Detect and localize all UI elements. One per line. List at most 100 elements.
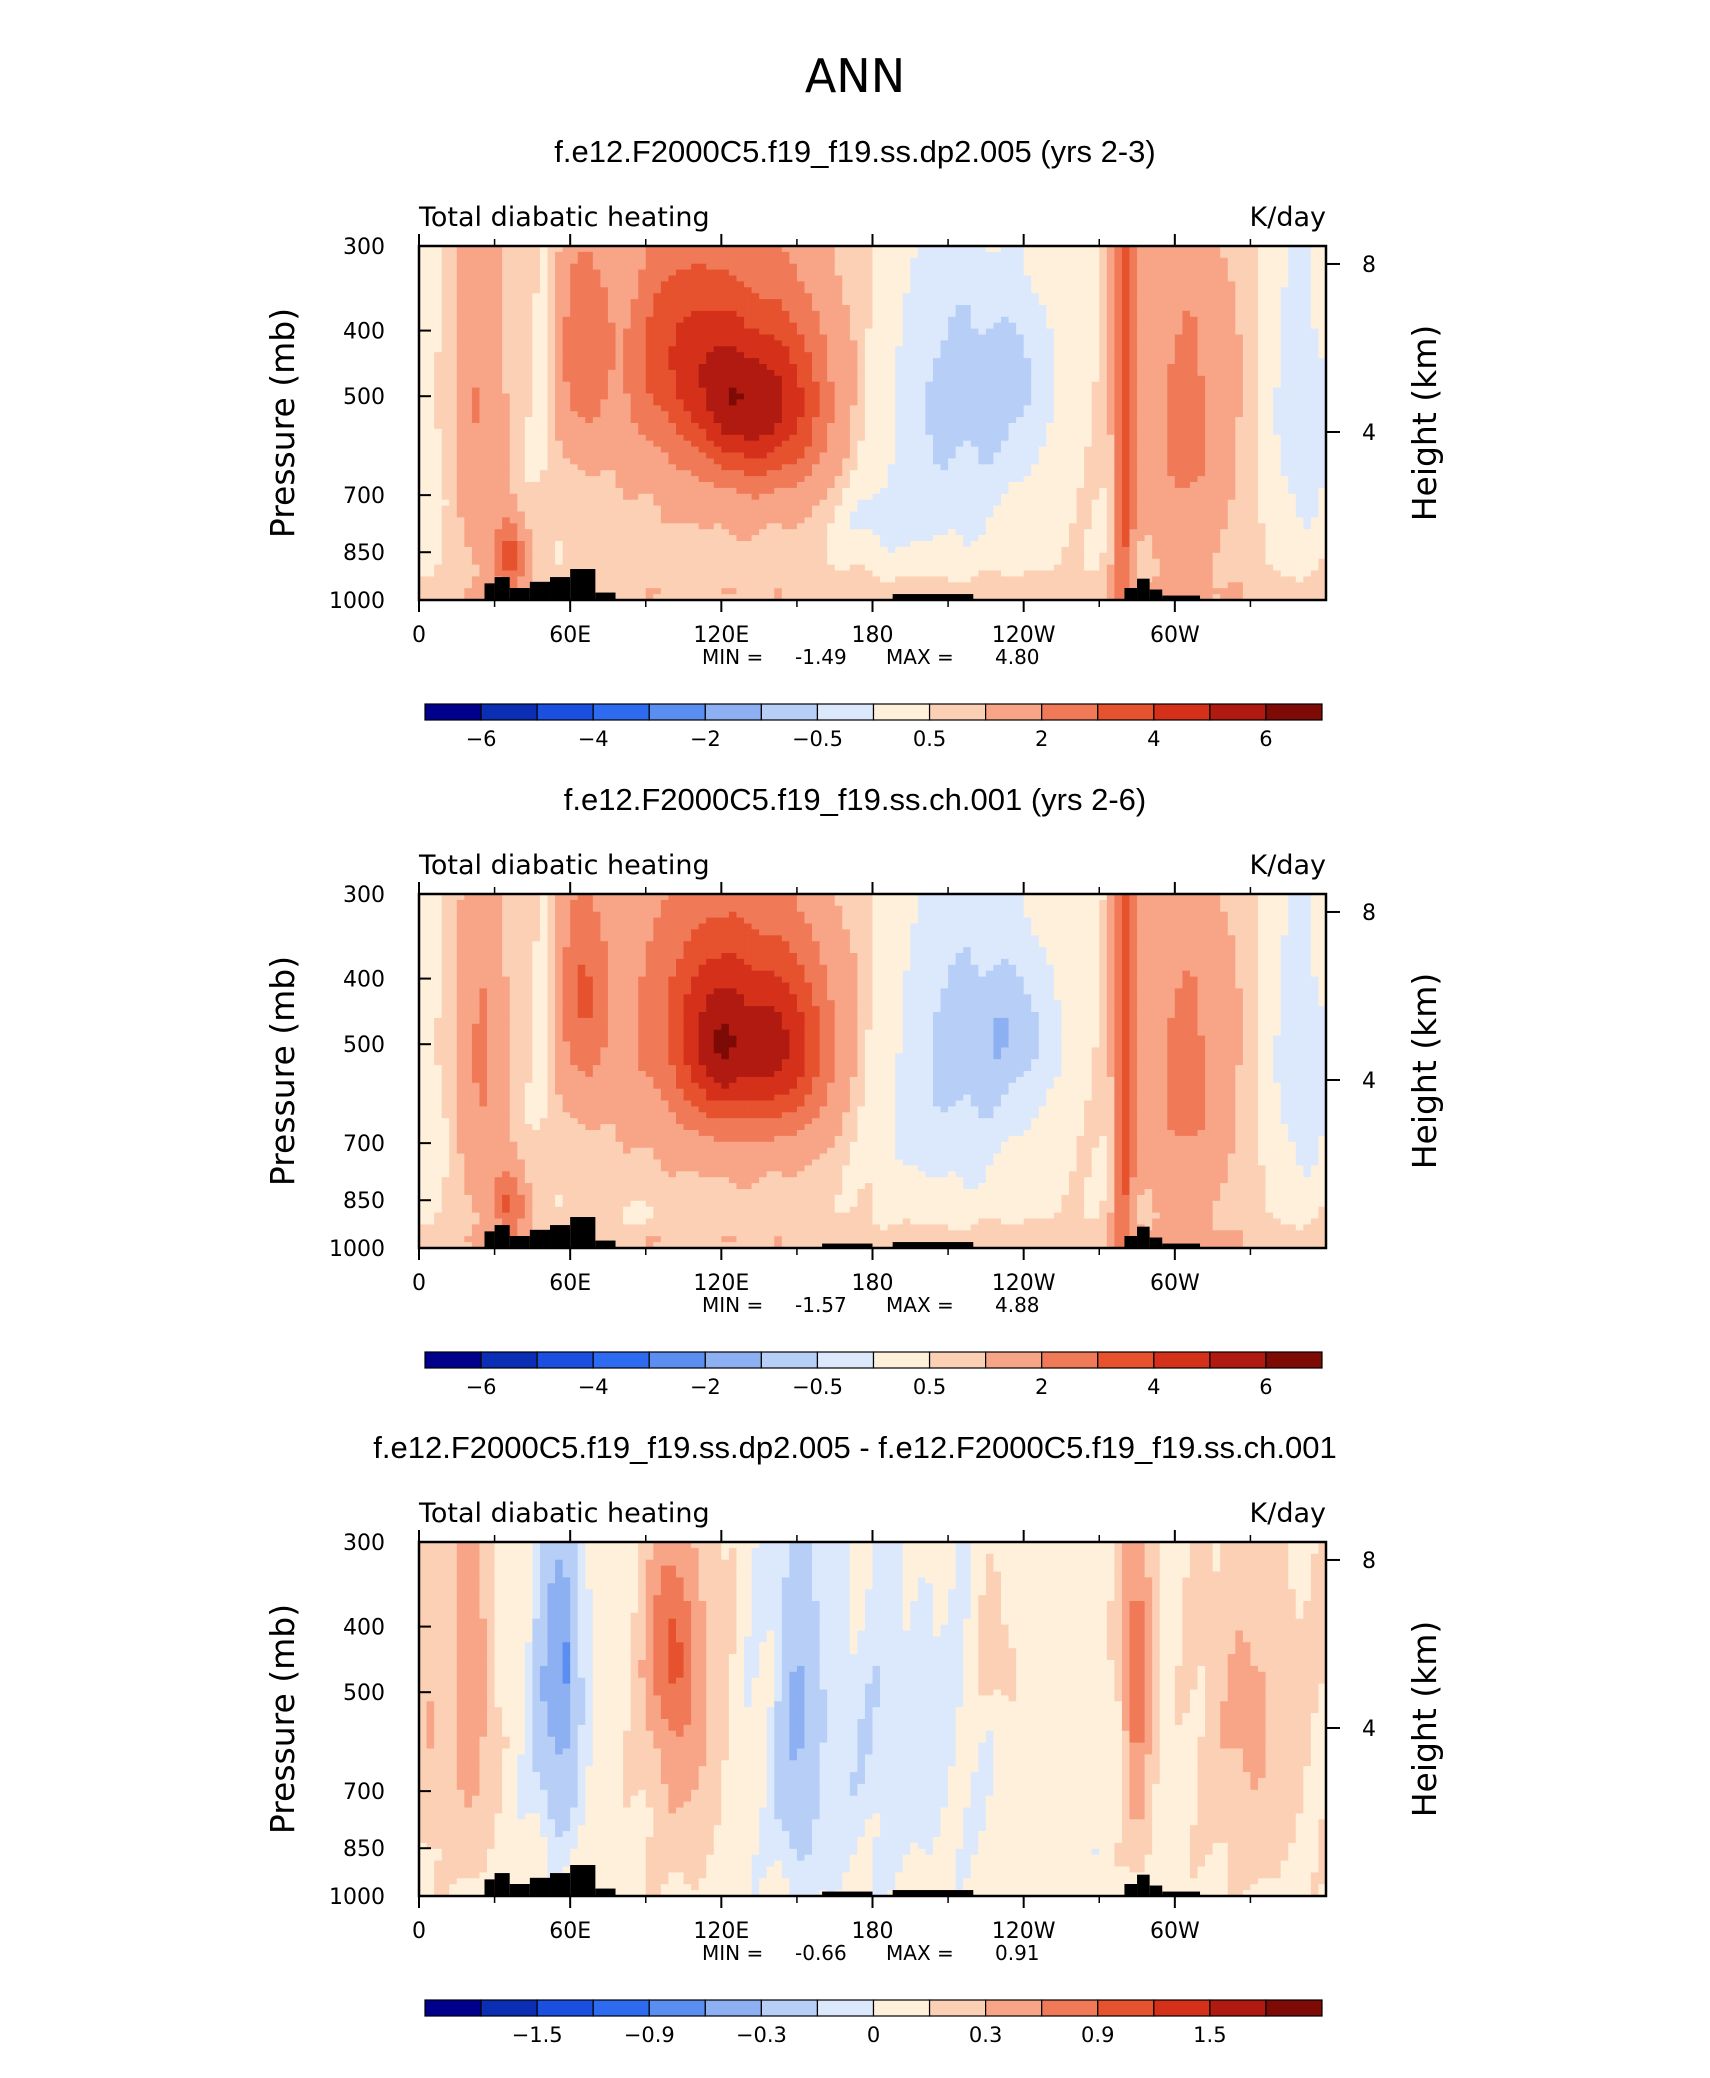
contour-cell <box>865 464 873 471</box>
contour-cell <box>789 293 797 300</box>
contour-cell <box>714 252 722 259</box>
contour-cell <box>782 388 790 395</box>
contour-cell <box>986 470 994 477</box>
contour-cell <box>676 488 684 495</box>
contour-cell <box>1198 299 1206 306</box>
contour-cell <box>1243 411 1251 418</box>
contour-cell <box>789 299 797 306</box>
contour-cell <box>1160 370 1168 377</box>
contour-cell <box>495 394 503 401</box>
contour-cell <box>1213 411 1221 418</box>
contour-cell <box>752 482 760 489</box>
contour-cell <box>1061 323 1069 330</box>
contour-cell <box>1061 476 1069 483</box>
contour-cell <box>684 358 692 365</box>
contour-cell <box>1152 417 1160 424</box>
contour-cell <box>880 394 888 401</box>
contour-cell <box>502 346 510 353</box>
contour-cell <box>729 476 737 483</box>
contour-cell <box>525 264 533 271</box>
contour-cell <box>1235 305 1243 312</box>
contour-cell <box>820 252 828 259</box>
contour-cell <box>578 488 586 495</box>
contour-cell <box>457 335 465 342</box>
contour-cell <box>812 358 820 365</box>
contour-cell <box>797 399 805 406</box>
contour-cell <box>736 388 744 395</box>
contour-cell <box>789 417 797 424</box>
contour-cell <box>661 305 669 312</box>
contour-cell <box>457 394 465 401</box>
contour-cell <box>646 453 654 460</box>
contour-cell <box>812 329 820 336</box>
contour-cell <box>767 287 775 294</box>
contour-cell <box>1024 399 1032 406</box>
contour-cell <box>1273 453 1281 460</box>
contour-cell <box>1016 394 1024 401</box>
contour-cell <box>797 423 805 430</box>
contour-cell <box>774 293 782 300</box>
contour-cell <box>789 482 797 489</box>
contour-cell <box>729 287 737 294</box>
contour-cell <box>888 488 896 495</box>
contour-cell <box>638 270 646 277</box>
contour-cell <box>729 335 737 342</box>
contour-cell <box>1152 329 1160 336</box>
contour-cell <box>1288 335 1296 342</box>
contour-cell <box>865 399 873 406</box>
contour-cell <box>812 470 820 477</box>
contour-cell <box>525 394 533 401</box>
contour-cell <box>1114 352 1122 359</box>
contour-cell <box>1107 382 1115 389</box>
contour-cell <box>1137 264 1145 271</box>
contour-cell <box>1175 423 1183 430</box>
contour-cell <box>978 423 986 430</box>
contour-cell <box>1129 453 1137 460</box>
contour-cell <box>1145 281 1153 288</box>
contour-cell <box>547 335 555 342</box>
contour-cell <box>706 305 714 312</box>
contour-cell <box>1039 311 1047 318</box>
contour-cell <box>631 411 639 418</box>
contour-cell <box>1235 287 1243 294</box>
contour-cell <box>1182 264 1190 271</box>
contour-cell <box>925 323 933 330</box>
contour-cell <box>517 299 525 306</box>
contour-cell <box>782 358 790 365</box>
contour-cell <box>1250 382 1258 389</box>
contour-cell <box>706 335 714 342</box>
contour-cell <box>782 370 790 377</box>
contour-cell <box>1009 317 1017 324</box>
contour-cell <box>464 447 472 454</box>
contour-cell <box>479 281 487 288</box>
contour-cell <box>676 435 684 442</box>
contour-cell <box>903 470 911 477</box>
contour-cell <box>873 470 881 477</box>
contour-cell <box>1137 399 1145 406</box>
contour-cell <box>1084 441 1092 448</box>
contour-cell <box>880 458 888 465</box>
contour-cell <box>1205 270 1213 277</box>
contour-cell <box>623 323 631 330</box>
contour-cell <box>744 417 752 424</box>
contour-cell <box>842 464 850 471</box>
contour-cell <box>782 405 790 412</box>
contour-cell <box>1266 470 1274 477</box>
contour-cell <box>820 382 828 389</box>
contour-cell <box>593 458 601 465</box>
contour-cell <box>427 447 435 454</box>
contour-cell <box>1009 441 1017 448</box>
contour-cell <box>910 293 918 300</box>
contour-cell <box>684 482 692 489</box>
contour-cell <box>1182 417 1190 424</box>
contour-cell <box>1182 399 1190 406</box>
contour-cell <box>495 281 503 288</box>
contour-cell <box>842 281 850 288</box>
contour-cell <box>1145 447 1153 454</box>
contour-cell <box>789 488 797 495</box>
contour-cell <box>1046 281 1054 288</box>
contour-cell <box>1228 293 1236 300</box>
contour-cell <box>1243 287 1251 294</box>
contour-cell <box>812 317 820 324</box>
contour-cell <box>532 476 540 483</box>
